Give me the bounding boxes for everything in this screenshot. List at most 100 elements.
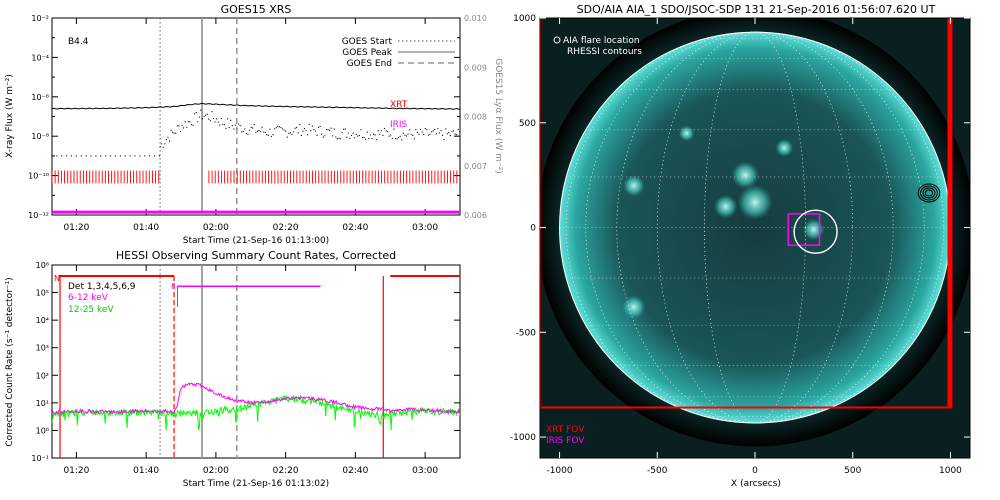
goes-short-channel-point <box>195 112 197 114</box>
goes-short-channel-point <box>230 119 232 121</box>
goes-y-ticks-right: 0.010 0.009 0.008 0.007 0.006 <box>464 14 487 220</box>
goes-short-channel-point <box>361 136 364 139</box>
goes-y-right-tick-label: 0.010 <box>464 14 487 23</box>
goes-short-channel-point <box>259 131 262 133</box>
goes-short-channel-point <box>429 133 431 135</box>
goes-short-channel-point <box>317 126 320 129</box>
goes-short-channel-point <box>404 134 406 136</box>
goes-short-channel-point <box>248 129 251 131</box>
goes-short-channel-point <box>330 127 332 129</box>
hessi-x-tick-label: 03:00 <box>412 466 438 476</box>
goes-title: GOES15 XRS <box>221 3 292 16</box>
goes-short-channel-point <box>52 155 53 157</box>
goes-short-channel-point <box>220 117 222 120</box>
goes-short-channel-point <box>407 133 409 135</box>
aia-y-tick-label: -500 <box>516 328 537 338</box>
goes-short-channel-point <box>189 121 191 123</box>
goes-short-channel-point <box>170 129 172 131</box>
goes-short-channel-point <box>349 137 351 139</box>
goes-short-channel-point <box>215 118 218 120</box>
goes-short-channel-point <box>383 127 386 130</box>
goes-short-channel-point <box>325 128 328 131</box>
goes-short-channel-point <box>56 155 58 157</box>
goes-short-channel-point <box>374 134 376 136</box>
goes-x-tick-label: 02:40 <box>342 223 368 233</box>
goes-short-channel-point <box>305 129 307 132</box>
goes-short-channel-point <box>208 118 210 120</box>
goes-short-channel-point <box>233 128 235 130</box>
goes-short-channel-point <box>275 127 277 129</box>
aia-y-tick-label: 1000 <box>513 14 536 24</box>
goes-short-channel-point <box>419 128 422 130</box>
goes-short-channel-point <box>385 130 387 132</box>
goes-short-channel-point <box>398 137 400 139</box>
goes-short-channel-point <box>264 131 266 134</box>
aia-bright-region <box>678 125 695 142</box>
goes-short-channel-point <box>441 134 444 136</box>
goes-short-channel-point <box>105 155 107 157</box>
goes-class-label: B4.4 <box>68 37 89 47</box>
goes-short-channel-point <box>222 123 224 125</box>
goes-short-channel-point <box>198 116 200 118</box>
goes-short-channel-point <box>405 135 408 137</box>
goes-short-channel-point <box>308 123 310 125</box>
goes-short-channel-point <box>410 133 412 135</box>
aia-legend-rhessi-label: RHESSI contours <box>567 47 642 57</box>
goes-short-channel-point <box>357 135 359 137</box>
aia-y-tick-label: 500 <box>519 119 536 129</box>
goes-short-channel-point <box>212 117 215 120</box>
goes-short-channel-point <box>66 155 68 157</box>
goes-short-channel-point <box>452 130 455 132</box>
aia-x-tick-label: 1000 <box>939 466 962 476</box>
goes-short-channel-point <box>321 133 323 135</box>
goes-iris-label: IRIS <box>390 120 408 130</box>
goes-short-channel-point <box>214 121 216 123</box>
goes-short-channel-point <box>379 133 381 135</box>
goes-data-marks <box>52 18 460 215</box>
goes-xrs-panel: GOES15 XRS B4.4 X-ray Flux (W m⁻²) GOES1… <box>5 3 503 246</box>
goes-legend-end-label: GOES End <box>347 59 392 69</box>
goes-short-channel-point <box>242 130 244 132</box>
goes-legend-peak-label: GOES Peak <box>342 48 392 58</box>
hessi-y-tick-label: 10⁶ <box>36 261 49 270</box>
goes-short-channel-point <box>253 124 255 126</box>
goes-short-channel-point <box>413 138 415 140</box>
goes-short-channel-point <box>358 134 360 137</box>
goes-short-channel-point <box>376 139 378 141</box>
hessi-x-tick-label: 02:40 <box>342 466 368 476</box>
goes-short-channel-point <box>366 131 368 133</box>
goes-short-channel-point <box>167 136 169 138</box>
goes-legend-start-label: GOES Start <box>342 37 393 47</box>
goes-short-channel-point <box>338 137 340 139</box>
goes-short-channel-point <box>239 125 241 127</box>
aia-xrt-fov-label: XRT FOV <box>546 425 585 435</box>
goes-short-channel-point <box>100 155 102 157</box>
goes-short-channel-point <box>393 128 395 130</box>
aia-y-tick-label: -1000 <box>510 433 536 443</box>
goes-short-channel-point <box>303 127 306 130</box>
goes-short-channel-point <box>139 155 141 157</box>
goes-short-channel-point <box>178 125 180 127</box>
goes-y-right-tick-label: 0.006 <box>464 211 487 220</box>
goes-short-channel-point <box>228 126 230 129</box>
goes-short-channel-point <box>352 132 354 134</box>
goes-short-channel-point <box>205 114 207 116</box>
hessi-y-tick-label: 10⁰ <box>36 426 49 435</box>
aia-y-ticks: 1000 500 0 -500 -1000 <box>510 14 970 443</box>
goes-short-channel-point <box>172 131 174 133</box>
goes-xrt-label: XRT <box>390 100 408 110</box>
goes-short-channel-point <box>250 126 252 128</box>
hessi-x-axis-label: Start Time (21-Sep-16 01:13:02) <box>183 479 329 489</box>
goes-short-channel-point <box>363 136 365 138</box>
goes-short-channel-point <box>263 131 265 133</box>
goes-short-channel-point <box>241 131 243 133</box>
hessi-x-tick-label: 01:40 <box>133 466 159 476</box>
goes-short-channel-point <box>360 129 362 131</box>
goes-short-channel-point <box>285 130 287 132</box>
goes-short-channel-point <box>226 118 229 120</box>
goes-short-channel-point <box>153 155 156 157</box>
hessi-y-tick-label: 10⁻¹ <box>31 454 49 463</box>
rhessi-contour <box>922 187 936 199</box>
goes-short-channel-point <box>302 130 304 132</box>
goes-short-channel-point <box>219 124 221 126</box>
